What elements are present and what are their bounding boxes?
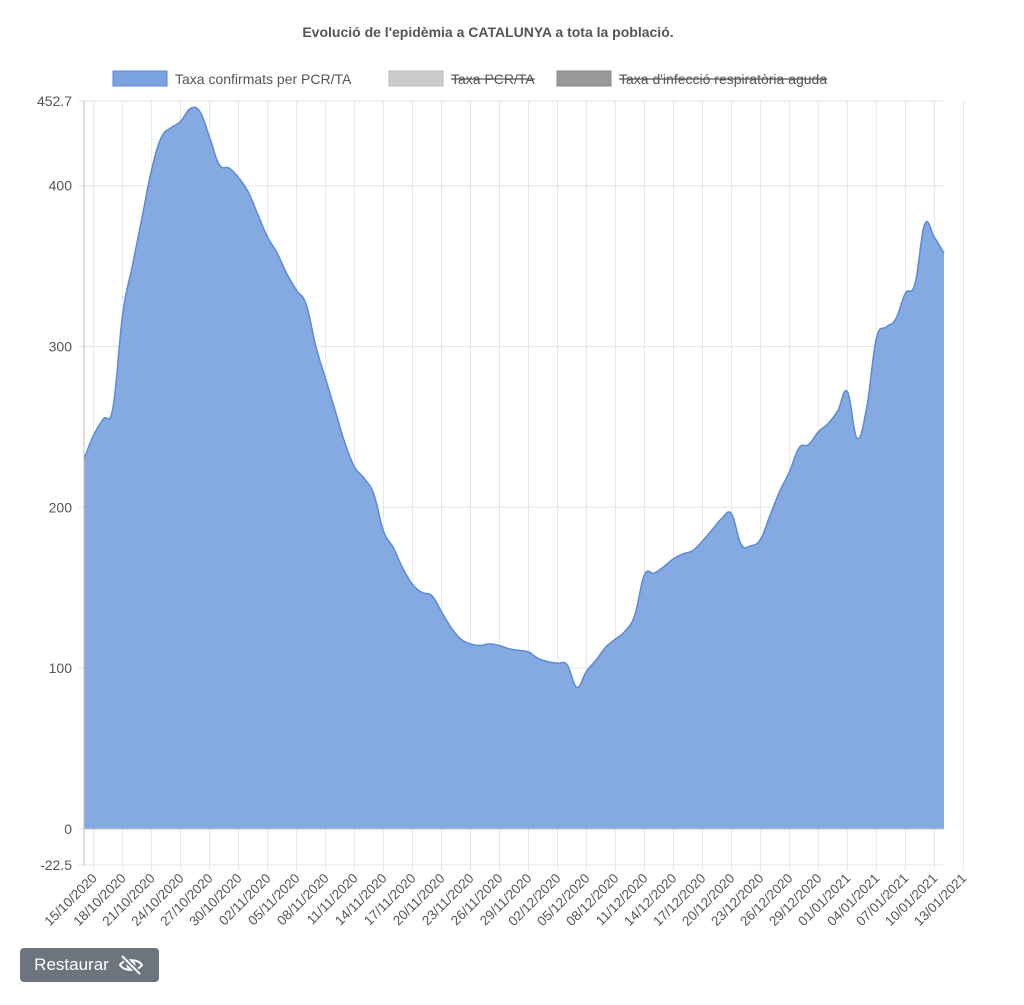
y-tick-label: 0: [64, 821, 72, 837]
y-tick-label: 200: [49, 499, 73, 515]
series-line-taxa-confirmats: [83, 106, 945, 689]
legend-item[interactable]: Taxa d'infecció respiratòria aguda: [556, 70, 827, 87]
y-tick-label: -22.5: [40, 857, 72, 873]
series-area-taxa-confirmats: [84, 107, 944, 829]
y-tick-label: 100: [49, 660, 73, 676]
legend-item[interactable]: Taxa confirmats per PCR/TA: [112, 70, 352, 87]
y-tick-label: 300: [49, 339, 73, 355]
legend-item[interactable]: Taxa PCR/TA: [388, 70, 535, 87]
y-tick-label: 452.7: [37, 93, 72, 109]
legend-swatch: [112, 70, 168, 87]
legend-swatch: [388, 70, 444, 87]
legend-swatch: [556, 70, 612, 87]
legend-label: Taxa confirmats per PCR/TA: [175, 71, 352, 87]
eye-slash-icon: [118, 954, 143, 976]
restore-button-label: Restaurar: [34, 955, 109, 974]
restore-button[interactable]: Restaurar: [20, 948, 159, 982]
chart-title: Evolució de l'epidèmia a CATALUNYA a tot…: [302, 24, 674, 40]
y-tick-label: 400: [49, 178, 73, 194]
